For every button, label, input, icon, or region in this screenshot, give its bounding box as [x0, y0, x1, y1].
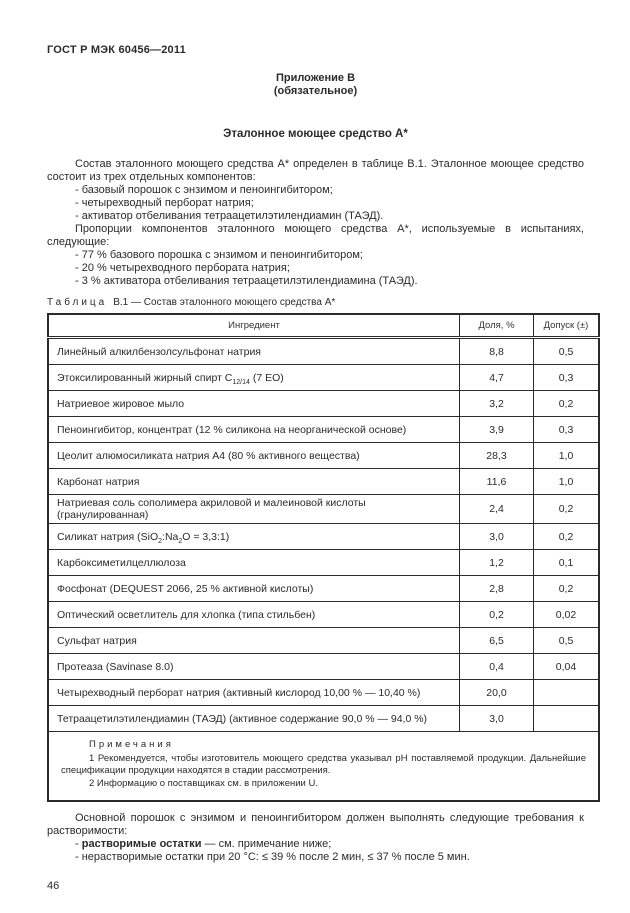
page-title: Эталонное моющее средство А*: [223, 128, 408, 140]
appendix-title: Приложение В (обязательное): [47, 72, 584, 98]
proportion-list-item: - 3 % активатора отбеливания тетраацетил…: [75, 275, 418, 287]
share-cell: 11,6: [459, 468, 534, 495]
header-share: Доля, %: [459, 313, 534, 339]
tolerance-cell: 0,02: [533, 601, 600, 628]
tolerance-cell: 0,3: [533, 416, 600, 443]
ingredient-cell: Протеаза (Savinase 8.0): [47, 653, 460, 680]
share-cell: 1,2: [459, 549, 534, 576]
table-row: Оптический осветлитель для хлопка (типа …: [47, 601, 600, 628]
appendix-label: Приложение В: [275, 72, 356, 84]
share-cell: 20,0: [459, 679, 534, 706]
page-number: 46: [47, 880, 60, 892]
share-cell: 28,3: [459, 442, 534, 469]
component-list-item: - активатор отбеливания тетраацетилэтиле…: [75, 210, 384, 222]
share-cell: 3,0: [459, 523, 534, 550]
footer-paragraph: Основной порошок с энзимом и пеноингибит…: [47, 812, 584, 837]
ingredient-cell: Четырехводный перборат натрия (активный …: [47, 679, 460, 706]
header-tolerance: Допуск (±): [533, 313, 600, 339]
ingredient-cell: Этоксилированный жирный спирт C12/14 (7 …: [47, 364, 460, 391]
ingredient-cell: Карбоксиметилцеллюлоза: [47, 549, 460, 576]
share-cell: 6,5: [459, 627, 534, 654]
tolerance-cell: 0,3: [533, 364, 600, 391]
share-cell: 3,2: [459, 390, 534, 417]
ingredient-cell: Натриевая соль сополимера акриловой и ма…: [47, 494, 460, 524]
share-cell: 3,0: [459, 705, 534, 732]
ingredient-cell: Оптический осветлитель для хлопка (типа …: [47, 601, 460, 628]
ingredients-table: Ингредиент Доля, % Допуск (±) Линейный а…: [47, 313, 600, 802]
footer-list-item: - растворимые остатки — см. примечание н…: [75, 838, 332, 850]
intro-section: Состав эталонного моющего средства А* оп…: [47, 158, 584, 288]
tolerance-cell: 1,0: [533, 468, 600, 495]
ingredient-cell: Фосфонат (DEQUEST 2066, 25 % активной ки…: [47, 575, 460, 602]
share-cell: 2,4: [459, 494, 534, 524]
tolerance-cell: 0,5: [533, 627, 600, 654]
header-ingredient: Ингредиент: [47, 313, 460, 339]
tolerance-cell: 0,2: [533, 523, 600, 550]
notes-title: Примечания: [89, 739, 174, 750]
table-row: Четырехводный перборат натрия (активный …: [47, 679, 600, 706]
footer-list-item: - нерастворимые остатки при 20 °С: ≤ 39 …: [75, 851, 470, 863]
ingredient-cell: Силикат натрия (SiO2:Na2O = 3,3:1): [47, 523, 460, 550]
table-row: Тетраацетилэтилендиамин (ТАЭД) (активное…: [47, 705, 600, 732]
table-row: Карбонат натрия 11,6 1,0: [47, 468, 600, 495]
tolerance-cell: 0,2: [533, 390, 600, 417]
table-row: Цеолит алюмосиликата натрия А4 (80 % акт…: [47, 442, 600, 469]
ingredient-cell: Цеолит алюмосиликата натрия А4 (80 % акт…: [47, 442, 460, 469]
tolerance-cell: 1,0: [533, 442, 600, 469]
tolerance-cell: 0,2: [533, 575, 600, 602]
tolerance-cell: 0,1: [533, 549, 600, 576]
table-row: Фосфонат (DEQUEST 2066, 25 % активной ки…: [47, 575, 600, 602]
component-list-item: - четырехводный перборат натрия;: [75, 197, 254, 209]
table-row: Сульфат натрия 6,5 0,5: [47, 627, 600, 654]
table-row: Пеноингибитор, концентрат (12 % силикона…: [47, 416, 600, 443]
ingredient-cell: Пеноингибитор, концентрат (12 % силикона…: [47, 416, 460, 443]
table-row: Натриевая соль сополимера акриловой и ма…: [47, 494, 600, 524]
table-row: Силикат натрия (SiO2:Na2O = 3,3:1) 3,0 0…: [47, 523, 600, 550]
table-caption-text: В.1 — Состав эталонного моющего средства…: [113, 297, 336, 308]
intro-paragraph-1: Состав эталонного моющего средства А* оп…: [47, 158, 584, 183]
table-row: Линейный алкилбензолсульфонат натрия 8,8…: [47, 337, 600, 365]
tolerance-cell: 0,2: [533, 494, 600, 524]
table-header-row: Ингредиент Доля, % Допуск (±): [47, 313, 600, 339]
share-cell: 4,7: [459, 364, 534, 391]
ingredient-cell: Натриевое жировое мыло: [47, 390, 460, 417]
share-cell: 3,9: [459, 416, 534, 443]
component-list-item: - базовый порошок с энзимом и пеноингиби…: [75, 184, 333, 196]
intro-paragraph-2: Пропорции компонентов эталонного моющего…: [47, 223, 584, 248]
share-cell: 0,2: [459, 601, 534, 628]
tolerance-cell: 0,04: [533, 653, 600, 680]
proportion-list-item: - 77 % базового порошка с энзимом и пено…: [75, 249, 363, 261]
footer-section: Основной порошок с энзимом и пеноингибит…: [47, 812, 584, 864]
ingredient-cell: Сульфат натрия: [47, 627, 460, 654]
ingredient-cell: Линейный алкилбензолсульфонат натрия: [47, 337, 460, 365]
table-row: Карбоксиметилцеллюлоза 1,2 0,1: [47, 549, 600, 576]
note-item: 1 Рекомендуется, чтобы изготовитель моющ…: [61, 752, 586, 777]
share-cell: 8,8: [459, 337, 534, 365]
tolerance-cell: 0,5: [533, 337, 600, 365]
table-row: Этоксилированный жирный спирт C12/14 (7 …: [47, 364, 600, 391]
tolerance-cell: [533, 679, 600, 706]
table-row: Протеаза (Savinase 8.0) 0,4 0,04: [47, 653, 600, 680]
proportion-list-item: - 20 % четырехводного пербората натрия;: [75, 262, 290, 274]
table-caption: Таблица В.1 — Состав эталонного моющего с…: [47, 297, 584, 308]
table-caption-label: Таблица: [47, 297, 108, 308]
table-notes-row: Примечания 1 Рекомендуется, чтобы изгото…: [47, 731, 600, 802]
ingredient-cell: Карбонат натрия: [47, 468, 460, 495]
share-cell: 2,8: [459, 575, 534, 602]
appendix-kind: (обязательное): [273, 85, 358, 97]
ingredient-cell: Тетраацетилэтилендиамин (ТАЭД) (активное…: [47, 705, 460, 732]
doc-code: ГОСТ Р МЭК 60456—2011: [47, 44, 186, 56]
table-notes-cell: Примечания 1 Рекомендуется, чтобы изгото…: [47, 731, 600, 802]
share-cell: 0,4: [459, 653, 534, 680]
tolerance-cell: [533, 705, 600, 732]
table-row: Натриевое жировое мыло 3,2 0,2: [47, 390, 600, 417]
note-item: 2 Информацию о поставщиках см. в приложе…: [89, 777, 318, 789]
